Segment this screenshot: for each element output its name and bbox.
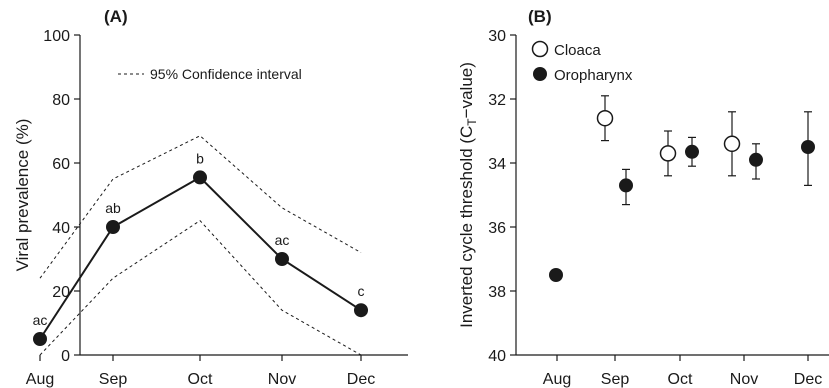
panel-a-x-tick-label: Sep [99, 371, 128, 388]
panel-a-data-point [106, 220, 120, 234]
panel-b-legend-cloaca-label: Cloaca [554, 42, 601, 59]
panel-b-oropharynx-point [749, 152, 763, 167]
panel-a-label: (A) [104, 7, 128, 26]
panel-a-x-tick-label: Dec [347, 371, 375, 388]
panel-a-data-point [193, 170, 207, 185]
panel-b-cloaca-point [723, 135, 741, 153]
panel-a-x-tick-label: Nov [268, 371, 296, 388]
panel-b-legend-oropharynx-label: Oropharynx [554, 67, 633, 84]
panel-b-y-tick-label: 34 [488, 156, 506, 173]
panel-b-x-tick-label: Nov [730, 371, 758, 388]
panel-a-y-axis-title: Viral prevalence (%) [13, 119, 32, 272]
panel-b-y-tick-label: 38 [488, 284, 506, 301]
panel-a-y-tick-label: 60 [52, 156, 70, 173]
panel-b-y-tick-label: 40 [488, 348, 506, 365]
panel-b-x-tick-label: Dec [794, 371, 822, 388]
panel-a-y-tick-label: 0 [61, 348, 70, 365]
panel-a-y-tick-label: 20 [52, 284, 70, 301]
panel-a-legend-label: 95% Confidence interval [150, 66, 302, 82]
panel-b-y-axis-title: Inverted cycle threshold (CT−value) [457, 62, 479, 328]
panel-b-cloaca-point [596, 109, 614, 127]
panel-a-data-point [275, 252, 289, 266]
panel-a-y-tick-label: 40 [52, 220, 70, 237]
panel-b-oropharynx-point [619, 178, 633, 193]
panel-b-x-tick-label: Oct [668, 371, 693, 388]
panel-b-legend-cloaca-marker [531, 40, 549, 58]
panel-b-y-tick-label: 36 [488, 220, 506, 237]
panel-a-y-tick-label: 100 [43, 28, 70, 45]
panel-a-x-tick-label: Oct [188, 371, 213, 388]
panel-b-label: (B) [528, 7, 552, 26]
panel-b-legend-oropharynx-marker [533, 67, 547, 81]
panel-b-oropharynx-point [685, 144, 699, 159]
panel-b-cloaca-point [659, 145, 677, 162]
panel-a-significance-label: ab [105, 200, 121, 216]
panel-b-oropharynx-point [801, 140, 815, 154]
panel-a-significance-label: ac [33, 312, 48, 328]
panel-b-y-tick-label: 30 [488, 28, 506, 45]
panel-a-significance-label: ac [275, 232, 290, 248]
panel-b-x-tick-label: Sep [601, 371, 630, 388]
panel-a-ci-lower-line [39, 219, 362, 356]
panel-a-significance-label: b [196, 150, 204, 166]
panel-a-data-point [354, 303, 368, 318]
panel-a-y-tick-label: 80 [52, 92, 70, 109]
panel-a-data-point [33, 332, 47, 346]
panel-a-significance-label: c [358, 283, 365, 299]
panel-a-prevalence-line [39, 176, 362, 340]
panel-a-x-tick-label: Aug [26, 371, 54, 388]
panel-b-y-tick-label: 32 [488, 92, 506, 109]
panel-b-x-tick-label: Aug [543, 371, 571, 388]
panel-b-oropharynx-point [549, 268, 563, 282]
